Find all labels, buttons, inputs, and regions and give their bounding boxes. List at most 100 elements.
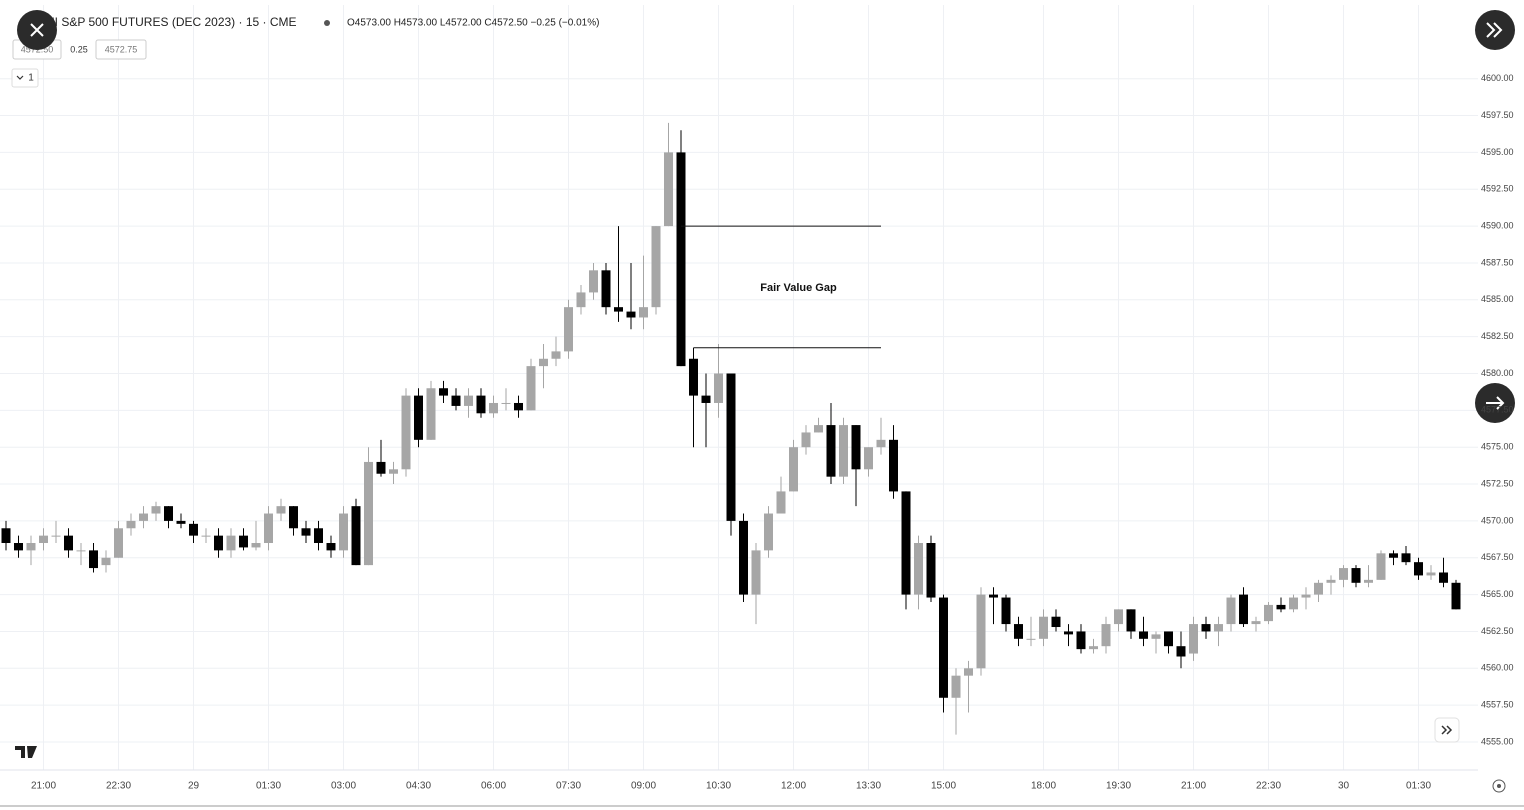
candle-body: [889, 439, 898, 492]
candle-body: [1326, 579, 1336, 583]
candle-body: [651, 226, 661, 308]
candle-body: [1001, 597, 1011, 625]
candle-body: [51, 535, 61, 537]
candle-body: [464, 395, 473, 406]
candle-body: [839, 425, 848, 477]
candle-body: [576, 292, 586, 308]
indicator-count: 1: [28, 73, 34, 84]
candle-body: [1439, 572, 1448, 583]
x-tick-label: 22:30: [106, 781, 131, 792]
candle-body: [1339, 568, 1348, 580]
x-tick-label: 19:30: [1106, 781, 1131, 792]
ask-price: 4572.75: [105, 44, 138, 54]
x-tick-label: 30: [1338, 781, 1350, 792]
candle-body: [139, 513, 148, 521]
ohlc-readout: O4573.00 H4573.00 L4572.00 C4572.50 −0.2…: [347, 18, 599, 29]
candle-body: [476, 395, 486, 414]
candle-body: [1401, 553, 1411, 563]
candle-body: [1301, 594, 1311, 598]
candle-body: [451, 395, 461, 406]
candle-body: [251, 543, 261, 548]
candle-body: [739, 520, 748, 595]
candle-body: [851, 425, 861, 470]
candle-body: [114, 528, 123, 558]
y-tick-label: 4590.00: [1481, 220, 1514, 230]
candle-body: [1364, 579, 1373, 583]
candle-body: [951, 675, 961, 698]
candle-body: [1, 528, 11, 544]
settings-button[interactable]: [1492, 779, 1506, 793]
y-tick-label: 4560.00: [1481, 663, 1514, 673]
candle-body: [1426, 572, 1436, 576]
candle-body: [376, 461, 386, 474]
candle-body: [1289, 597, 1298, 610]
settings-dot: [1497, 784, 1501, 788]
y-tick-label: 4585.00: [1481, 294, 1514, 304]
candle-body: [126, 520, 136, 529]
x-tick-label: 22:30: [1256, 781, 1281, 792]
scroll-icon: [1441, 725, 1453, 735]
candle-body: [526, 366, 536, 411]
indicator-toggle[interactable]: [11, 68, 39, 88]
candle-body: [301, 528, 311, 536]
candle-body: [939, 597, 948, 698]
candle-body: [1351, 568, 1361, 583]
candle-body: [989, 594, 998, 598]
candle-body: [189, 523, 198, 536]
candle-body: [389, 469, 398, 474]
candle-body: [1214, 624, 1223, 632]
x-tick-label: 21:00: [31, 781, 56, 792]
candle-body: [926, 543, 936, 598]
candle-body: [351, 506, 361, 566]
x-tick-label: 21:00: [1181, 781, 1206, 792]
candle-body: [214, 535, 223, 551]
y-tick-label: 4600.00: [1481, 73, 1514, 83]
candle-body: [1051, 616, 1061, 628]
candle-body: [1251, 621, 1261, 625]
candle-body: [1276, 604, 1286, 610]
candle-body: [1239, 594, 1248, 625]
candle-body: [1226, 597, 1236, 625]
candle-body: [264, 513, 273, 544]
candle-body: [1201, 624, 1211, 632]
close-icon: [30, 23, 44, 37]
x-tick-label: 03:00: [331, 781, 356, 792]
candle-body: [1101, 624, 1111, 647]
annotation: Fair Value Gap: [760, 282, 837, 294]
candle-body: [751, 550, 761, 595]
candle-body: [1176, 646, 1186, 657]
y-tick-label: 4582.50: [1481, 331, 1514, 341]
candle-body: [726, 373, 736, 521]
x-tick-label: 12:00: [781, 781, 806, 792]
next-icon: [1486, 396, 1505, 410]
symbol-title: NI S&P 500 FUTURES (DEC 2023) · 15 · CME: [46, 15, 297, 29]
y-tick-label: 4592.50: [1481, 184, 1514, 194]
candle-body: [564, 307, 573, 352]
candle-body: [1026, 638, 1036, 640]
y-tick-label: 4580.00: [1481, 368, 1514, 378]
candle-body: [176, 520, 186, 524]
candle-body: [201, 535, 211, 537]
candle-body: [39, 535, 48, 544]
ask-box[interactable]: [95, 39, 147, 60]
x-tick-label: 04:30: [406, 781, 431, 792]
candle-body: [601, 270, 611, 308]
candle-body: [1189, 624, 1198, 654]
candle-body: [1414, 562, 1423, 576]
y-tick-label: 4575.00: [1481, 442, 1514, 452]
x-tick-label: 15:00: [931, 781, 956, 792]
y-tick-label: 4562.50: [1481, 626, 1514, 636]
candle-body: [539, 358, 548, 367]
candle-body: [1039, 616, 1048, 639]
candle-body: [1126, 609, 1136, 632]
y-tick-label: 4567.50: [1481, 552, 1514, 562]
candle-body: [701, 395, 711, 403]
y-tick-label: 4570.00: [1481, 515, 1514, 525]
candle-body: [1451, 582, 1461, 610]
candle-body: [164, 506, 173, 521]
spread: 0.25: [70, 44, 88, 54]
y-tick-label: 4597.50: [1481, 110, 1514, 120]
status-dot: [324, 20, 330, 26]
candles: [1, 122, 1461, 735]
